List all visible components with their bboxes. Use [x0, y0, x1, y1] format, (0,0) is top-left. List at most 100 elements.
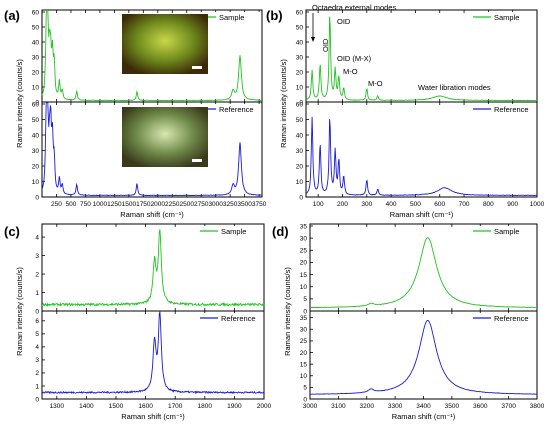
legend-box	[470, 313, 535, 324]
x-tick-label: 700	[459, 201, 470, 208]
annotation-octaedra: Octaedra external modes	[312, 3, 396, 12]
x-tick-label: 3750	[252, 201, 267, 208]
x-tick-label: 1000	[93, 201, 108, 208]
chart-panel-b: (b) 0 10 20 30 40 50 60 Sample 0 10 20 30 40 50 60 Refer…	[266, 3, 545, 219]
arrowhead	[311, 37, 315, 42]
y-tick-label: 10	[296, 179, 304, 186]
x-tick-label: 3000	[303, 403, 318, 410]
x-tick-label: 1700	[168, 403, 183, 410]
series-line-reference	[305, 116, 538, 197]
annotation-oid-mx: OID (M-X)	[337, 54, 372, 63]
y-tick-label: 15	[300, 361, 308, 368]
x-tick-label: 400	[386, 201, 397, 208]
legend-box	[195, 12, 260, 23]
x-tick-label: 2250	[165, 201, 180, 208]
chart-panel-d: (d) 0 5 10 15 20 25 30 35 Sample 0 5 10 15 20 25 30 35 Ref…	[272, 223, 545, 421]
x-axis-label: Raman shift (cm⁻¹)	[120, 210, 184, 219]
x-tick-label: 3000	[208, 201, 223, 208]
y-tick-label: 40	[32, 132, 40, 139]
annotation-m-o: M-O	[343, 67, 358, 76]
y-tick-label: 0	[299, 194, 303, 201]
x-tick-label: 600	[434, 201, 445, 208]
x-tick-label: 3400	[416, 403, 431, 410]
y-tick-label: 10	[300, 284, 308, 291]
y-tick-label: 0	[35, 99, 39, 106]
x-axis-label: Raman shift (cm⁻¹)	[390, 210, 454, 219]
y-tick-label: 30	[32, 148, 40, 155]
y-tick-label: 2	[35, 271, 39, 278]
annotation-oid-vertical: OID	[321, 38, 330, 52]
x-tick-label: 3100	[331, 403, 346, 410]
subplot-frame	[305, 101, 538, 198]
y-tick-label: 20	[32, 69, 40, 76]
legend-label: Sample	[219, 13, 244, 22]
y-tick-label: 0	[35, 396, 39, 403]
x-tick-label: 3800	[530, 403, 545, 410]
y-tick-label: 1	[35, 290, 39, 297]
y-tick-label: 30	[296, 54, 304, 61]
y-tick-label: 5	[35, 331, 39, 338]
series-line-sample	[41, 10, 263, 102]
x-axis-label: Raman shift (cm⁻¹)	[121, 412, 185, 421]
legend-label: Reference	[219, 105, 254, 114]
series-line-sample	[309, 237, 538, 309]
panel-label: (a)	[4, 8, 20, 23]
x-tick-label: 1800	[198, 403, 213, 410]
x-tick-label: 2000	[257, 403, 272, 410]
y-tick-label: 60	[296, 101, 304, 108]
subplot-frame	[41, 310, 265, 400]
y-axis-label: Raman intensity (counts/s)	[283, 267, 292, 356]
y-tick-label: 2	[35, 370, 39, 377]
y-tick-label: 0	[35, 194, 39, 201]
scale-bar	[192, 159, 202, 162]
x-tick-label: 3600	[473, 403, 488, 410]
y-tick-label: 6	[35, 318, 39, 325]
x-tick-label: 900	[507, 201, 518, 208]
x-tick-label: 100	[313, 201, 324, 208]
x-tick-label: 2000	[151, 201, 166, 208]
series-line-sample	[305, 16, 538, 102]
subplot-frame	[309, 223, 538, 312]
y-tick-label: 20	[300, 260, 308, 267]
y-tick-label: 25	[300, 338, 308, 345]
y-tick-label: 60	[32, 9, 40, 16]
y-tick-label: 0	[35, 308, 39, 315]
y-axis-label: Raman intensity (counts/s)	[15, 59, 24, 148]
y-tick-label: 50	[296, 117, 304, 124]
y-tick-label: 1	[35, 383, 39, 390]
y-tick-label: 10	[32, 84, 40, 91]
x-tick-label: 800	[483, 201, 494, 208]
annotation-m-o-2: M-O	[368, 79, 383, 88]
y-tick-label: 50	[32, 117, 40, 124]
legend-label: Sample	[221, 227, 246, 236]
x-tick-label: 200	[337, 201, 348, 208]
reference-photo	[122, 107, 208, 167]
panel-label: (d)	[272, 224, 289, 239]
y-tick-label: 0	[303, 396, 307, 403]
x-tick-label: 1000	[530, 201, 545, 208]
subplot-frame	[41, 101, 263, 198]
y-tick-label: 30	[296, 148, 304, 155]
panel-label: (c)	[4, 224, 20, 239]
legend-label: Reference	[494, 105, 529, 114]
y-tick-label: 35	[300, 315, 308, 322]
x-tick-label: 1750	[136, 201, 151, 208]
x-tick-label: 1400	[79, 403, 94, 410]
legend-box	[197, 313, 262, 324]
x-tick-label: 1300	[50, 403, 65, 410]
x-tick-label: 500	[410, 201, 421, 208]
x-tick-label: 2750	[194, 201, 209, 208]
legend-box	[470, 226, 535, 237]
panel-label: (b)	[266, 8, 283, 23]
x-tick-label: 3500	[237, 201, 252, 208]
y-tick-label: 25	[300, 248, 308, 255]
y-tick-label: 40	[296, 132, 304, 139]
y-tick-label: 30	[300, 235, 308, 242]
y-tick-label: 30	[300, 327, 308, 334]
x-tick-label: 1600	[138, 403, 153, 410]
sample-photo	[122, 14, 208, 74]
chart-panel-c: (c) 0 1 2 3 4 Sample 0 1 2 3 4 5 6 Reference 1300 1400 15…	[4, 223, 272, 421]
legend-label: Sample	[494, 227, 519, 236]
legend-box	[195, 104, 260, 115]
series-line-reference	[41, 102, 263, 197]
